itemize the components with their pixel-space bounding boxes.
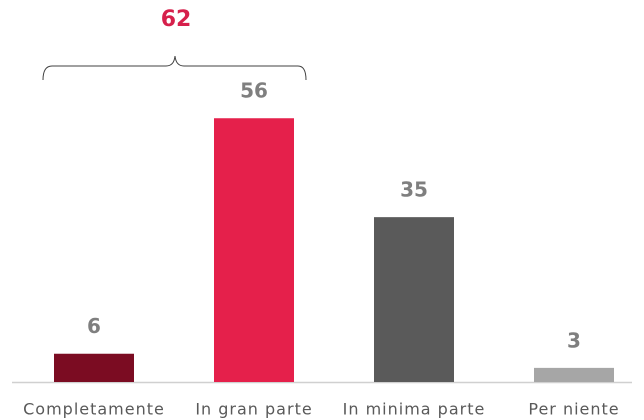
value-label: 3 — [567, 328, 581, 352]
x-tick-label: In minima parte — [343, 400, 486, 419]
bar — [534, 367, 614, 382]
x-tick-label: Per niente — [528, 400, 619, 419]
value-label: 35 — [400, 178, 428, 202]
value-label: 56 — [240, 79, 268, 103]
bracket-total: 62 — [161, 7, 192, 32]
bar — [54, 353, 134, 382]
bar — [214, 118, 294, 383]
bracket — [42, 55, 307, 81]
x-tick-label: In gran parte — [195, 400, 312, 419]
x-tick-label: Completamente — [23, 400, 165, 419]
bar — [374, 217, 454, 382]
value-label: 6 — [87, 314, 101, 338]
